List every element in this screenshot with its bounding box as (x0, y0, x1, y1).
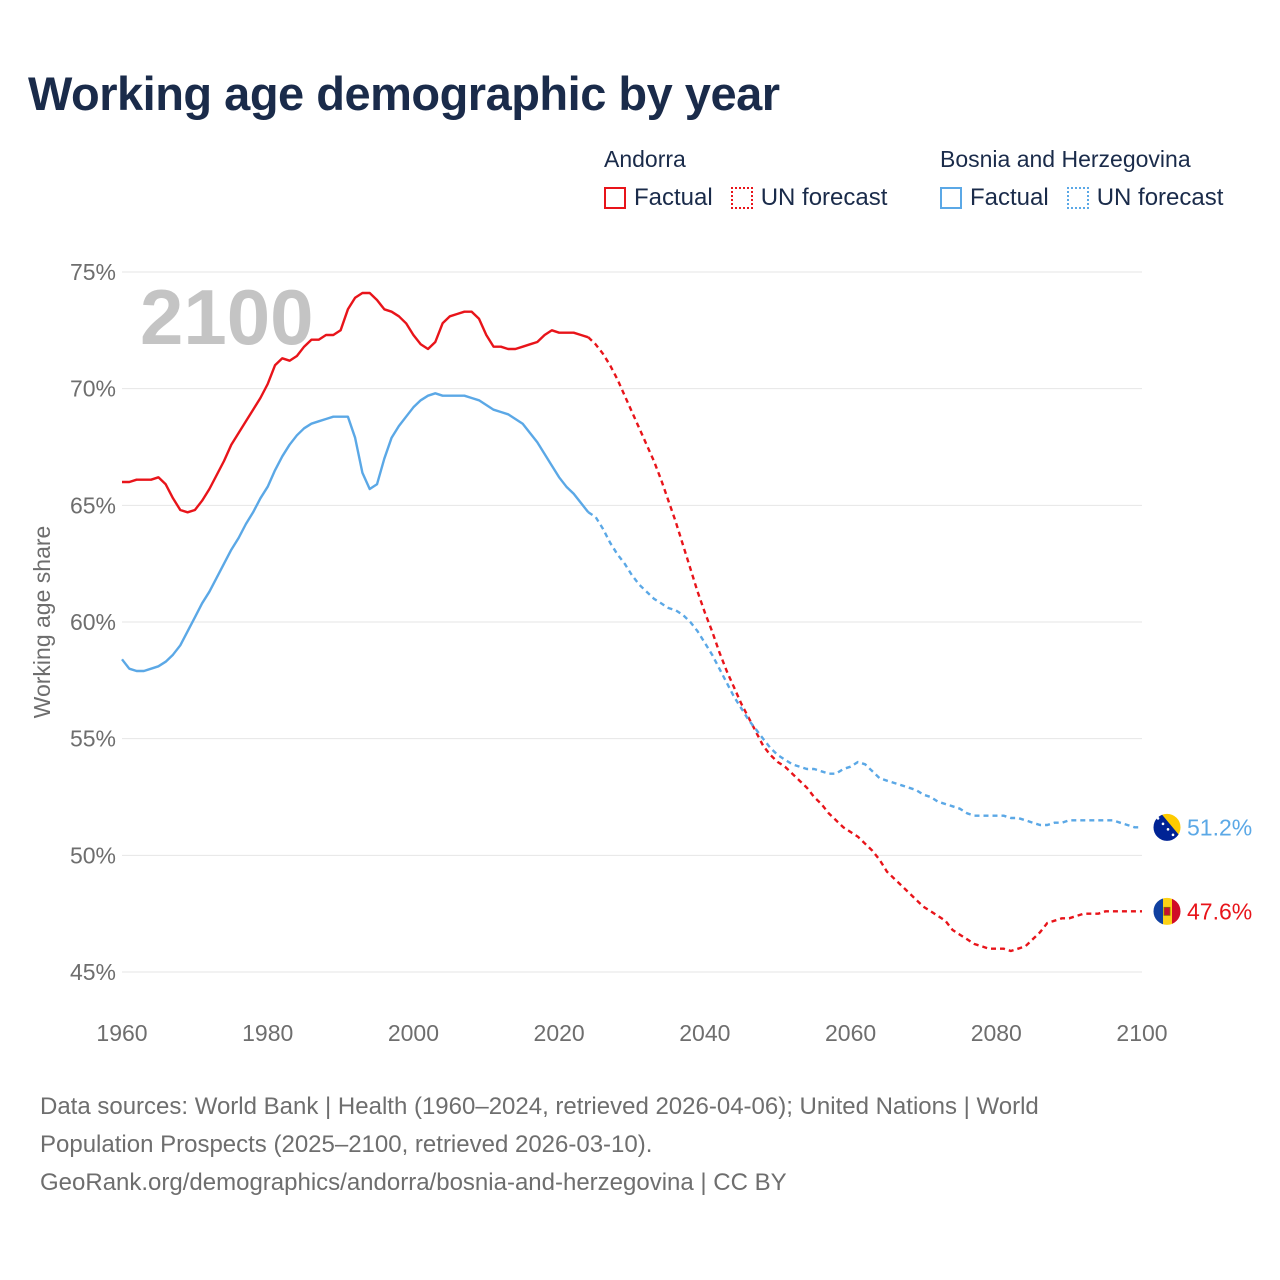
y-tick-label: 45% (70, 959, 116, 985)
bosnia-flag-star (1166, 828, 1170, 831)
footer-sources: Data sources: World Bank | Health (1960–… (40, 1088, 1240, 1202)
legend-andorra-name: Andorra (604, 146, 686, 172)
bosnia-flag-star (1171, 833, 1175, 837)
year-watermark: 2100 (140, 273, 314, 361)
line-chart: 45% 50% 55% 60% 65% 70% 75% 1960 1980 2000 2020 204… (29, 259, 1252, 1046)
footer-line-3: GeoRank.org/demographics/andorra/bosnia-… (40, 1169, 787, 1196)
andorra-flag-ring (1152, 896, 1182, 926)
legend-andorra-forecast-label: UN forecast (760, 184, 888, 211)
y-tick-label: 65% (70, 492, 116, 518)
footer-line-1: Data sources: World Bank | Health (1960–… (40, 1093, 1039, 1120)
x-tick-label: 2040 (679, 1020, 730, 1046)
legend-bosnia-forecast[interactable]: UN forecast (1066, 184, 1224, 212)
legend-bosnia-forecast-swatch (1066, 187, 1089, 209)
x-tick-label: 1960 (96, 1020, 147, 1046)
y-tick-label: 75% (70, 259, 116, 285)
andorra-flag-blue (1153, 897, 1163, 926)
bosnia-flag-ring (1152, 812, 1182, 842)
x-tick-label: 2000 (388, 1020, 439, 1046)
bosnia-flag-star (1161, 822, 1165, 826)
x-tick-label: 2100 (1116, 1020, 1167, 1046)
legend-bosnia-factual-label: Factual (970, 184, 1049, 211)
chart-title: Working age demographic by year (28, 67, 780, 120)
bosnia-forecast-line (587, 511, 1142, 829)
andorra-end-label: 47.6% (1187, 898, 1252, 924)
legend-andorra-factual-label: Factual (634, 184, 713, 211)
bosnia-flag-body (1153, 813, 1181, 842)
legend-andorra-forecast[interactable]: UN forecast (730, 184, 888, 212)
x-tick-label: 2060 (825, 1020, 876, 1046)
legend-bosnia-factual-swatch (940, 187, 962, 209)
bosnia-flag-star (1176, 839, 1180, 842)
y-tick-label: 55% (70, 726, 116, 752)
legend-andorra-factual[interactable]: Factual (604, 184, 713, 212)
andorra-flag-body (1153, 897, 1181, 926)
legend-bosnia-name: Bosnia and Herzegovina (940, 146, 1191, 172)
bosnia-factual-line (121, 392, 590, 673)
andorra-flag-crest (1163, 906, 1171, 916)
legend-andorra-forecast-swatch (730, 187, 753, 209)
legend-andorra-factual-swatch (604, 187, 626, 209)
legend-andorra: Andorra Factual UN forecast (604, 142, 905, 212)
bosnia-flag-triangle (1161, 813, 1181, 838)
x-tick-label: 2020 (534, 1020, 585, 1046)
y-tick-label: 50% (70, 842, 116, 868)
andorra-factual-line (122, 291, 589, 514)
legend-bosnia-factual[interactable]: Factual (940, 184, 1049, 212)
andorra-flag-red (1172, 897, 1181, 926)
bosnia-end-label: 51.2% (1187, 814, 1252, 840)
x-tick-label: 1980 (242, 1020, 293, 1046)
y-tick-label: 70% (70, 376, 116, 402)
andorra-flag-icon (1152, 896, 1182, 926)
y-tick-label: 60% (70, 609, 116, 635)
andorra-forecast-line (587, 336, 1142, 953)
legend-bosnia-forecast-label: UN forecast (1096, 184, 1224, 211)
x-tick-label: 2080 (971, 1020, 1022, 1046)
footer-line-2: Population Prospects (2025–2100, retriev… (40, 1131, 653, 1158)
y-axis-label: Working age share (29, 526, 55, 719)
legend-bosnia: Bosnia and Herzegovina Factual UN foreca… (940, 142, 1223, 212)
bosnia-flag-icon (1152, 812, 1182, 842)
